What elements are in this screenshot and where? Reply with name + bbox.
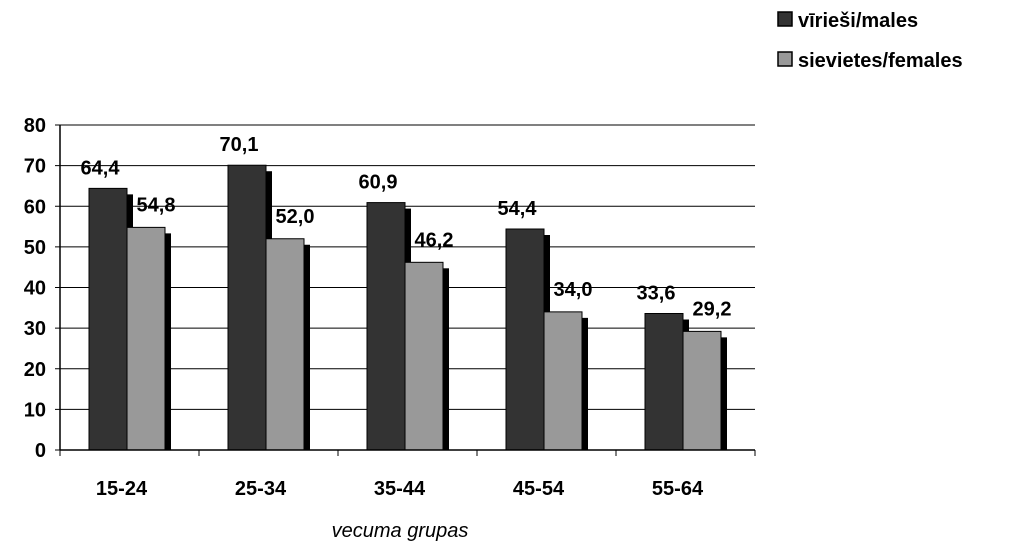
data-labels: 64,4 54,8 70,1 52,0 60,9 46,2 54,4 34,0 33,6 29,2 bbox=[81, 134, 732, 320]
axes bbox=[55, 124, 756, 456]
data-label-females-45-54: 34,0 bbox=[554, 279, 593, 301]
bar-males-55-64 bbox=[644, 313, 684, 451]
y-tick-label-0: 0 bbox=[35, 440, 46, 462]
bar-males-45-54 bbox=[505, 228, 545, 451]
x-tick-label-45-54: 45-54 bbox=[513, 478, 565, 500]
x-tick-label-35-44: 35-44 bbox=[374, 478, 426, 500]
x-tick-label-55-64: 55-64 bbox=[652, 478, 704, 500]
y-tick-label-10: 10 bbox=[24, 399, 46, 421]
bar-females-35-44 bbox=[404, 261, 444, 451]
bars bbox=[88, 164, 727, 451]
bar-shadow-females-15-24 bbox=[165, 233, 171, 450]
data-label-females-55-64: 29,2 bbox=[693, 298, 732, 320]
data-label-males-25-34: 70,1 bbox=[220, 134, 259, 156]
legend-swatch-females bbox=[777, 51, 793, 67]
bar-females-25-34 bbox=[265, 238, 305, 451]
data-label-males-15-24: 64,4 bbox=[81, 157, 121, 179]
data-label-females-15-24: 54,8 bbox=[137, 194, 176, 216]
x-axis-title: vecuma grupas bbox=[332, 520, 469, 542]
bar-shadow-females-45-54 bbox=[582, 317, 588, 450]
bar-shadow-females-55-64 bbox=[721, 337, 727, 450]
bar-females-55-64 bbox=[682, 330, 722, 451]
bar-males-15-24 bbox=[88, 187, 128, 451]
legend-label-males: vīrieši/males bbox=[798, 10, 918, 32]
data-label-males-45-54: 54,4 bbox=[498, 198, 538, 220]
bar-males-25-34 bbox=[227, 164, 267, 451]
data-label-females-25-34: 52,0 bbox=[276, 206, 315, 228]
y-tick-label-60: 60 bbox=[24, 196, 46, 218]
y-tick-label-50: 50 bbox=[24, 237, 46, 259]
data-label-males-35-44: 60,9 bbox=[359, 172, 398, 194]
bar-shadow-females-25-34 bbox=[304, 244, 310, 450]
legend-label-females: sievietes/females bbox=[798, 50, 963, 72]
bar-females-15-24 bbox=[126, 226, 166, 451]
y-tick-label-80: 80 bbox=[24, 115, 46, 137]
y-tick-label-40: 40 bbox=[24, 278, 46, 300]
y-tick-labels: 0 10 20 30 40 50 60 70 80 bbox=[24, 115, 46, 462]
x-tick-label-15-24: 15-24 bbox=[96, 478, 148, 500]
x-tick-label-25-34: 25-34 bbox=[235, 478, 287, 500]
data-label-males-55-64: 33,6 bbox=[637, 283, 676, 305]
y-tick-label-70: 70 bbox=[24, 156, 46, 178]
data-label-females-35-44: 46,2 bbox=[415, 229, 454, 251]
y-tick-label-20: 20 bbox=[24, 359, 46, 381]
legend: vīrieši/males sievietes/females bbox=[777, 10, 963, 72]
y-tick-label-30: 30 bbox=[24, 318, 46, 340]
bar-females-45-54 bbox=[543, 311, 583, 451]
x-tick-labels: 15-24 25-34 35-44 45-54 55-64 bbox=[96, 478, 704, 500]
bar-shadow-females-35-44 bbox=[443, 268, 449, 450]
bar-males-35-44 bbox=[366, 202, 406, 451]
legend-swatch-males bbox=[777, 11, 793, 27]
